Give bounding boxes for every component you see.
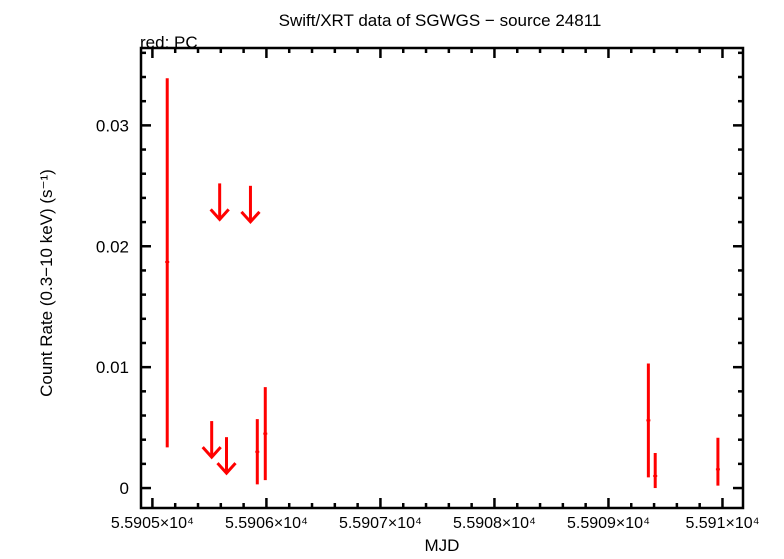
x-tick-label: 5.591×10⁴ — [685, 515, 759, 532]
y-tick-label: 0 — [120, 479, 129, 498]
x-tick-label: 5.5907×10⁴ — [339, 515, 422, 532]
x-tick-label: 5.5909×10⁴ — [567, 515, 650, 532]
x-tick-label: 5.5905×10⁴ — [111, 515, 194, 532]
upper-limit-arrowhead — [216, 462, 237, 476]
y-tick-label: 0.03 — [96, 116, 129, 135]
y-axis-label: Count Rate (0.3−10 keV) (s⁻¹) — [37, 169, 56, 397]
y-tick-label: 0.02 — [96, 237, 129, 256]
y-tick-label: 0.01 — [96, 358, 129, 377]
upper-limit-arrowhead — [240, 210, 261, 225]
upper-limit-arrowhead — [201, 446, 222, 460]
plot-frame — [139, 46, 745, 510]
x-tick-label: 5.5908×10⁴ — [453, 515, 536, 532]
upper-limit-arrowhead — [209, 208, 230, 222]
x-axis-label: MJD — [425, 536, 460, 554]
x-tick-label: 5.5906×10⁴ — [225, 515, 308, 532]
chart-title: Swift/XRT data of SGWGS − source 24811 — [279, 11, 602, 30]
